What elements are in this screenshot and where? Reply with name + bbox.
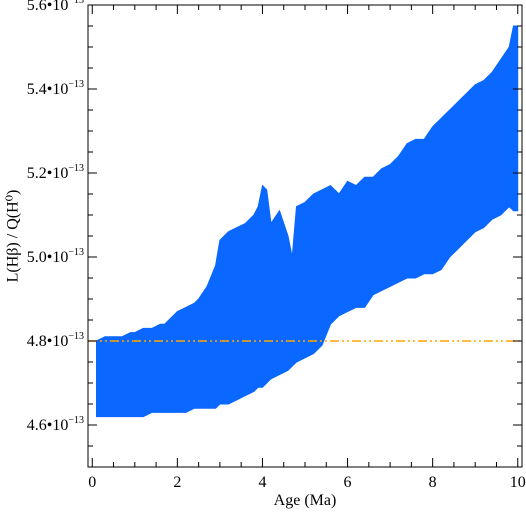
y-tick-label: 5.2•10−13 bbox=[27, 163, 84, 182]
band-layer bbox=[96, 25, 519, 418]
y-tick-label: 5.4•10−13 bbox=[27, 79, 84, 98]
x-tick-labels: 0 2 4 6 8 10 bbox=[88, 474, 525, 491]
band-area bbox=[96, 25, 519, 418]
x-tick-label: 10 bbox=[510, 474, 526, 491]
y-tick-label: 5.6•10−13 bbox=[27, 0, 84, 14]
y-tick-labels: 4.6•10−13 4.8•10−13 5.0•10−13 5.2•10−13 5.4•… bbox=[27, 0, 84, 434]
x-tick-label: 8 bbox=[429, 474, 437, 491]
x-axis-title: Age (Ma) bbox=[274, 492, 337, 509]
y-tick-label: 4.8•10−13 bbox=[27, 331, 84, 350]
x-tick-label: 4 bbox=[258, 474, 266, 491]
y-tick-label: 4.6•10−13 bbox=[27, 415, 84, 434]
x-tick-label: 6 bbox=[344, 474, 352, 491]
y-axis-title: L(Hβ) / Q(H⁰) bbox=[5, 190, 22, 283]
y-tick-label: 5.0•10−13 bbox=[27, 247, 84, 266]
x-tick-label: 0 bbox=[88, 474, 96, 491]
axis-ticks bbox=[88, 4, 522, 468]
x-tick-label: 2 bbox=[173, 474, 181, 491]
